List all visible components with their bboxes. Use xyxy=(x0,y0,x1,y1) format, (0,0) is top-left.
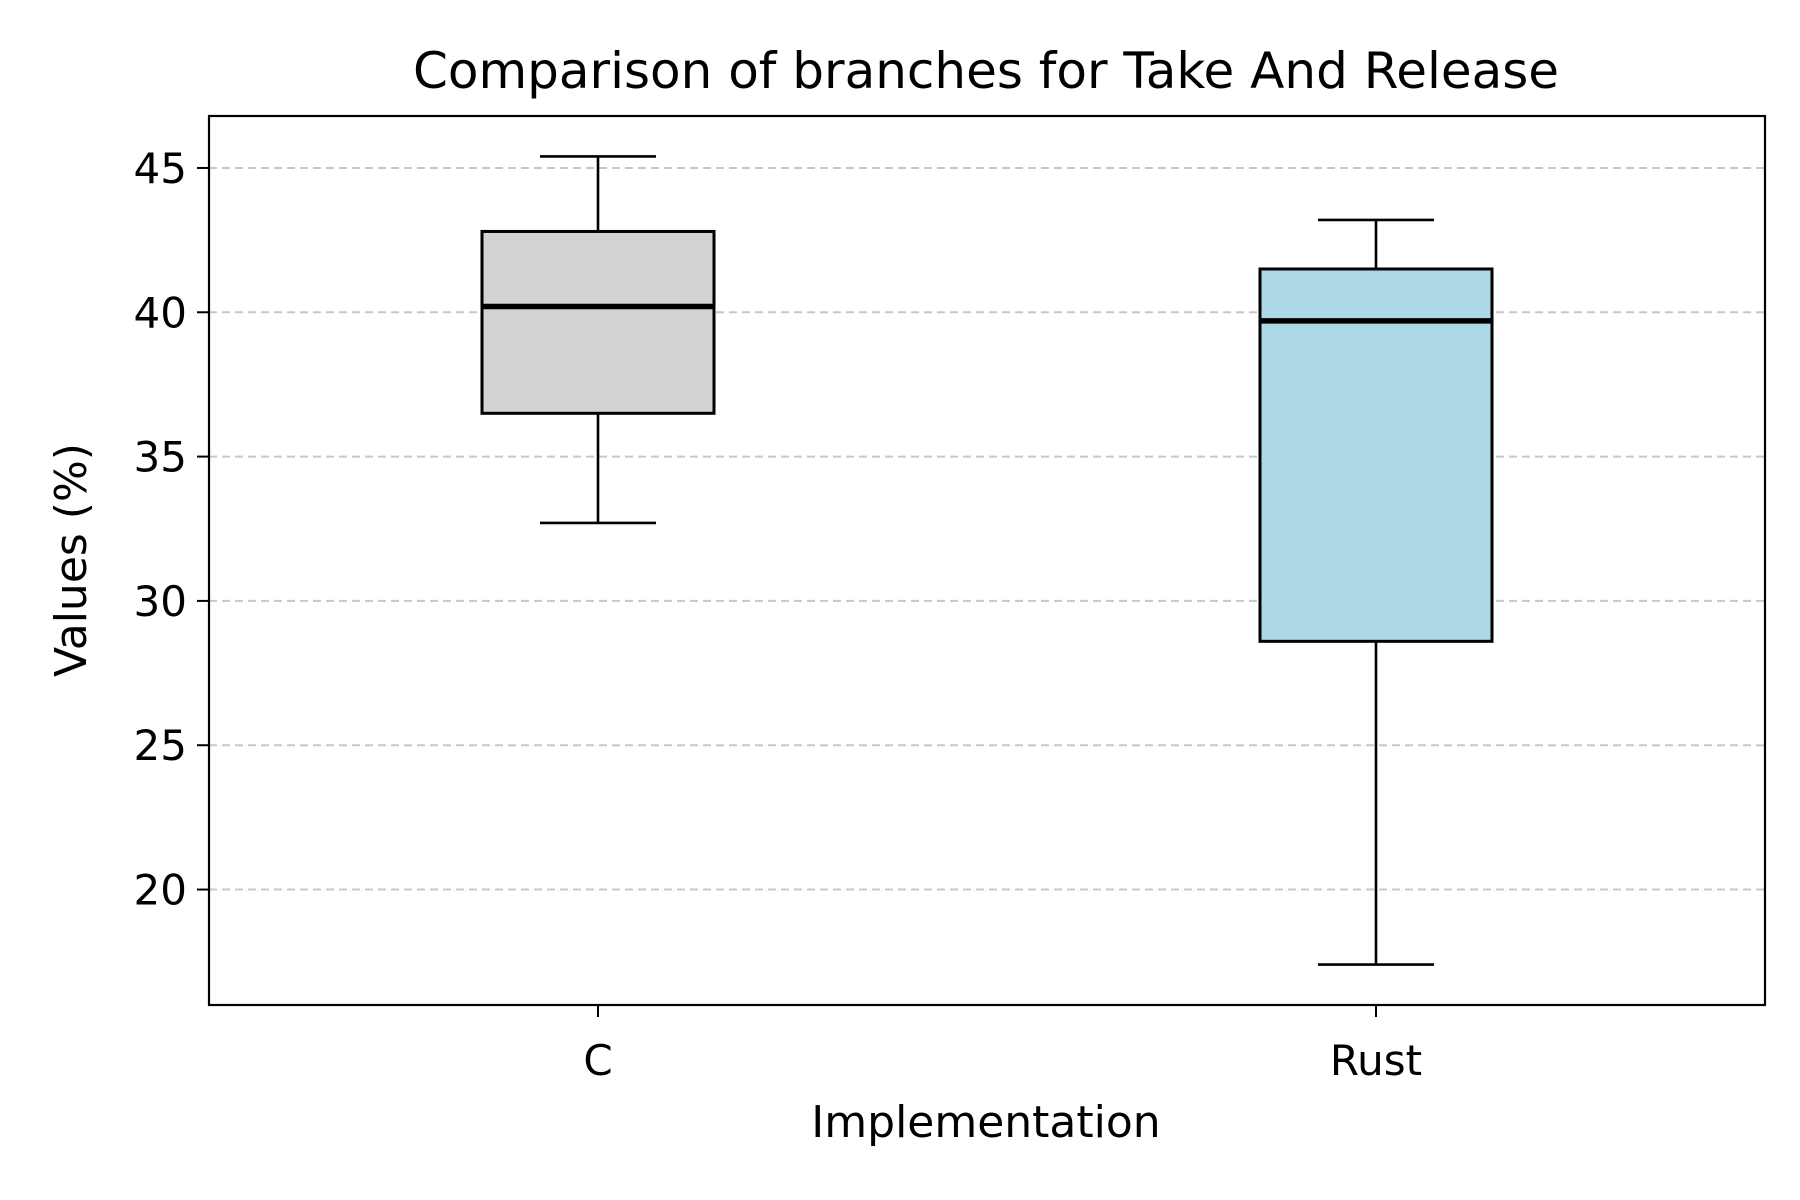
x-axis-label: Implementation xyxy=(811,1097,1160,1148)
chart-title: Comparison of branches for Take And Rele… xyxy=(413,42,1559,100)
plot-frame xyxy=(207,114,1767,1007)
boxes xyxy=(480,155,1494,966)
x-tick-label: C xyxy=(583,1036,612,1085)
y-axis-label: Values (%) xyxy=(46,443,97,677)
gridlines xyxy=(209,166,1765,891)
y-tick-label: 20 xyxy=(134,866,187,915)
y-tick-label: 45 xyxy=(134,144,187,193)
x-axis-ticks: C Rust xyxy=(583,1005,1422,1085)
y-tick-label: 25 xyxy=(134,721,187,770)
y-tick-label: 35 xyxy=(134,433,187,482)
iqr-box xyxy=(1258,267,1494,643)
iqr-box xyxy=(480,229,716,415)
box-group-c xyxy=(480,155,716,525)
y-axis-ticks: 20 25 30 35 40 45 xyxy=(134,144,209,915)
y-tick-label: 40 xyxy=(134,288,187,337)
y-tick-label: 30 xyxy=(134,577,187,626)
x-tick-label: Rust xyxy=(1330,1036,1422,1085)
box-group-rust xyxy=(1258,218,1494,966)
